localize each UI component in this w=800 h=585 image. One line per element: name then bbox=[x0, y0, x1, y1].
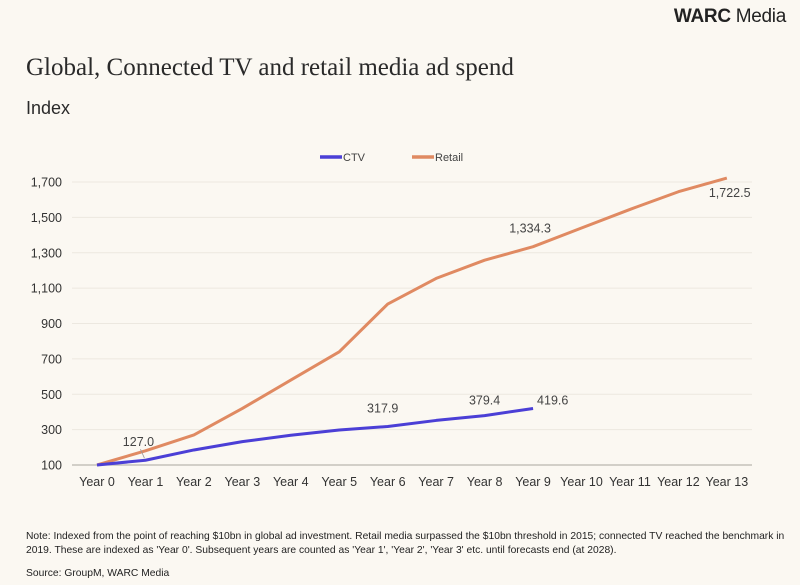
data-label-ctv: 317.9 bbox=[367, 401, 398, 415]
y-tick-label: 100 bbox=[41, 459, 62, 473]
y-tick-label: 500 bbox=[41, 388, 62, 402]
x-tick-label: Year 2 bbox=[176, 475, 212, 489]
y-tick-label: 1,300 bbox=[31, 246, 62, 260]
x-tick-label: Year 7 bbox=[418, 475, 454, 489]
y-tick-label: 700 bbox=[41, 352, 62, 366]
data-label-ctv: 419.6 bbox=[537, 393, 568, 407]
x-tick-label: Year 8 bbox=[467, 475, 503, 489]
y-tick-label: 900 bbox=[41, 317, 62, 331]
series-line-ctv bbox=[96, 406, 534, 467]
x-tick-label: Year 12 bbox=[657, 475, 700, 489]
series-line-retail bbox=[96, 176, 728, 467]
x-tick-label: Year 13 bbox=[706, 475, 749, 489]
x-tick-label: Year 5 bbox=[321, 475, 357, 489]
y-tick-label: 1,100 bbox=[31, 282, 62, 296]
x-tick-label: Year 11 bbox=[609, 475, 651, 489]
x-tick-label: Year 4 bbox=[273, 475, 309, 489]
legend-label-ctv: CTV bbox=[343, 152, 366, 164]
leader-line bbox=[140, 449, 145, 459]
logo-light: Media bbox=[730, 6, 787, 27]
x-tick-label: Year 3 bbox=[225, 475, 261, 489]
x-tick-label: Year 10 bbox=[560, 475, 603, 489]
data-label-retail: 1,722.5 bbox=[709, 186, 751, 200]
chart-source: Source: GroupM, WARC Media bbox=[26, 568, 170, 579]
x-tick-label: Year 6 bbox=[370, 475, 406, 489]
y-axis-label: Index bbox=[26, 98, 71, 118]
legend-label-retail: Retail bbox=[435, 152, 463, 164]
warc-media-logo: WARC Media bbox=[674, 6, 786, 28]
y-tick-label: 300 bbox=[41, 423, 62, 437]
data-label-ctv: 127.0 bbox=[123, 435, 154, 449]
x-tick-label: Year 1 bbox=[128, 475, 164, 489]
data-label-ctv: 379.4 bbox=[469, 394, 500, 408]
data-label-retail: 1,334.3 bbox=[509, 222, 551, 236]
chart-note: Note: Indexed from the point of reaching… bbox=[26, 531, 785, 556]
logo-bold: WARC bbox=[673, 6, 731, 27]
x-tick-label: Year 0 bbox=[79, 475, 115, 489]
y-tick-label: 1,700 bbox=[31, 176, 62, 190]
chart-title: Global, Connected TV and retail media ad… bbox=[26, 54, 514, 81]
x-tick-label: Year 9 bbox=[515, 475, 551, 489]
line-chart: 100 300 500 700 900 1,100 1,300 1,500 1,700 Year … bbox=[31, 152, 752, 489]
y-tick-label: 1,500 bbox=[31, 211, 62, 225]
